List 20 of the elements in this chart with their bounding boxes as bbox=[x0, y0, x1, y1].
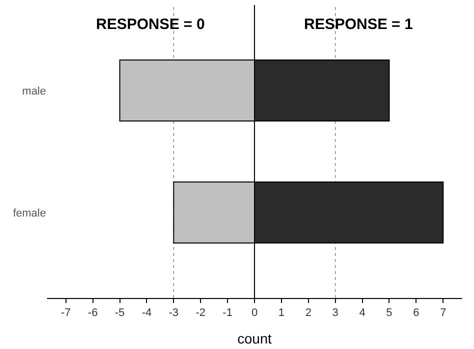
x-tick-label: -1 bbox=[222, 307, 232, 320]
x-tick-label: -5 bbox=[114, 307, 125, 320]
x-tick-label: 4 bbox=[359, 307, 366, 320]
x-tick-label: 7 bbox=[440, 307, 446, 320]
x-tick-label: 2 bbox=[305, 307, 312, 320]
x-tick-label: -3 bbox=[168, 307, 179, 320]
annotation: RESPONSE = 0 bbox=[96, 16, 205, 33]
x-tick-label: 0 bbox=[251, 307, 258, 320]
annotation: RESPONSE = 1 bbox=[304, 16, 413, 33]
y-tick-label: female bbox=[12, 207, 46, 220]
x-tick-label: -2 bbox=[196, 307, 206, 320]
x-tick-label: 6 bbox=[413, 307, 420, 320]
x-tick-label: 3 bbox=[332, 307, 338, 320]
x-tick-label: -6 bbox=[88, 307, 98, 320]
x-tick-label: 5 bbox=[386, 307, 392, 320]
x-tick-label: -7 bbox=[60, 307, 71, 320]
x-axis-title: count bbox=[237, 330, 272, 346]
x-tick-label: -4 bbox=[142, 307, 152, 320]
x-tick-label: 1 bbox=[278, 307, 285, 320]
y-tick-label: male bbox=[22, 85, 46, 98]
